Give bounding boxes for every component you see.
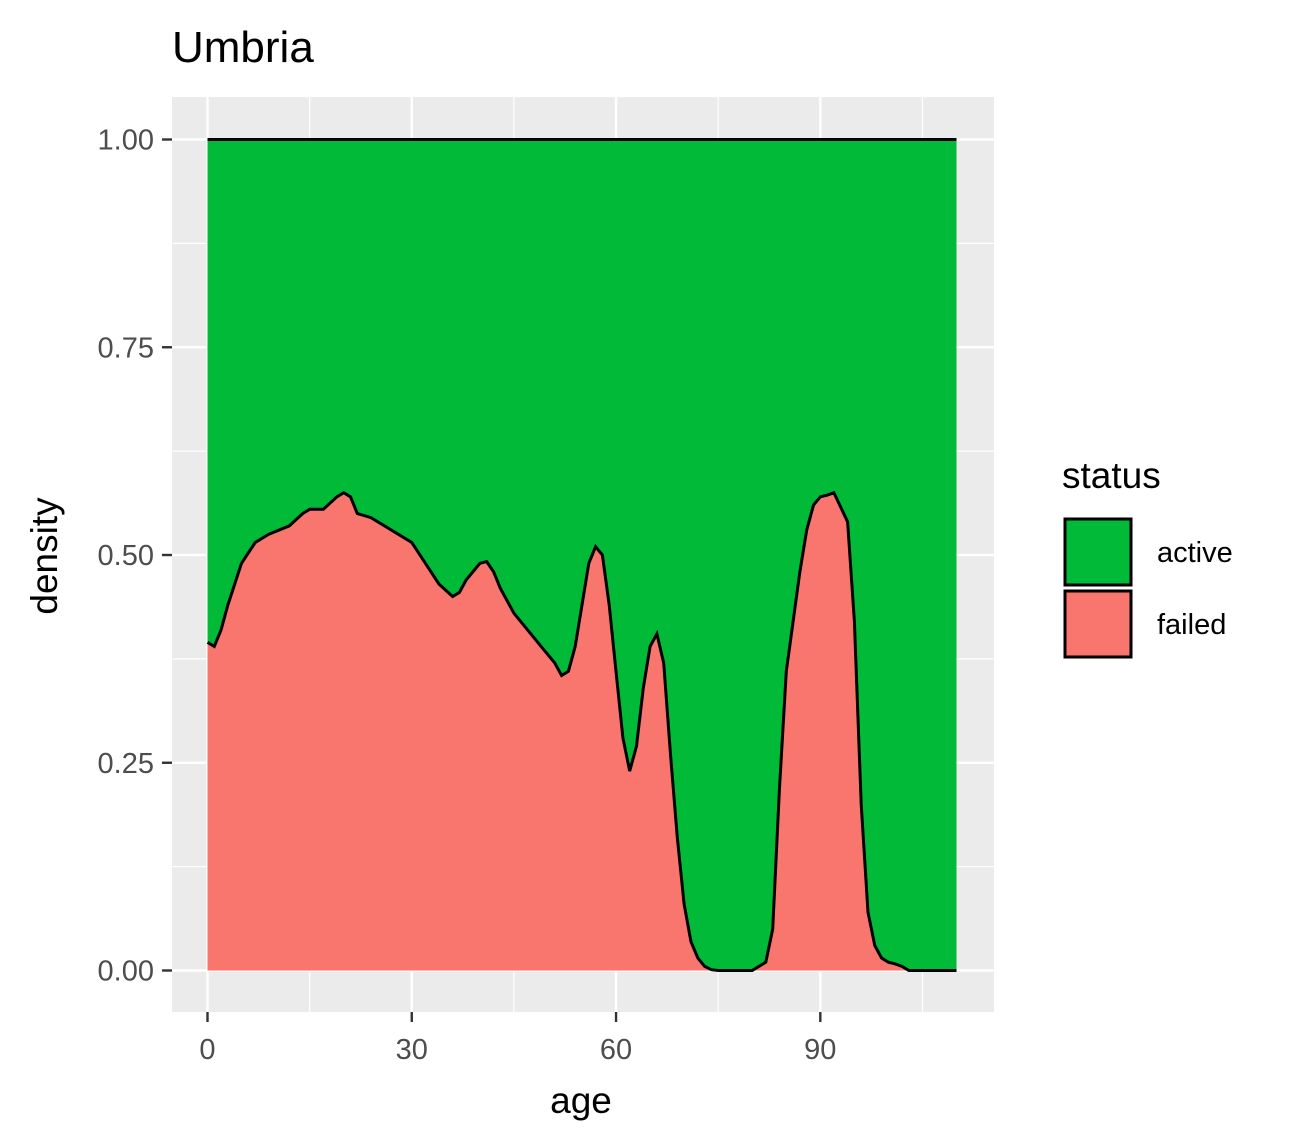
legend: status active failed xyxy=(1062,455,1233,659)
legend-title: status xyxy=(1062,455,1161,496)
x-tick-label: 60 xyxy=(600,1034,632,1066)
area-failed xyxy=(207,492,957,971)
y-axis-title: density xyxy=(24,497,65,615)
legend-key-failed xyxy=(1063,589,1133,659)
x-tick-label: 0 xyxy=(199,1034,215,1066)
y-axis: 0.00 0.25 0.50 0.75 1.00 xyxy=(98,125,172,988)
legend-key-active xyxy=(1063,517,1133,587)
legend-label-active: active xyxy=(1157,537,1233,569)
x-axis: 0 30 60 90 xyxy=(199,1012,836,1066)
boundary-line xyxy=(206,490,957,972)
x-tick-label: 90 xyxy=(804,1034,836,1066)
y-tick-label: 0.75 xyxy=(98,332,154,364)
legend-entries: active failed xyxy=(1063,517,1233,659)
y-tick-label: 0.50 xyxy=(98,540,154,572)
chart-title: Umbria xyxy=(172,23,314,72)
y-tick-label: 1.00 xyxy=(98,125,154,157)
legend-label-failed: failed xyxy=(1157,609,1226,641)
x-tick-label: 30 xyxy=(396,1034,428,1066)
y-tick-label: 0.00 xyxy=(98,956,154,988)
x-axis-title: age xyxy=(550,1080,612,1121)
y-tick-label: 0.25 xyxy=(98,748,154,780)
